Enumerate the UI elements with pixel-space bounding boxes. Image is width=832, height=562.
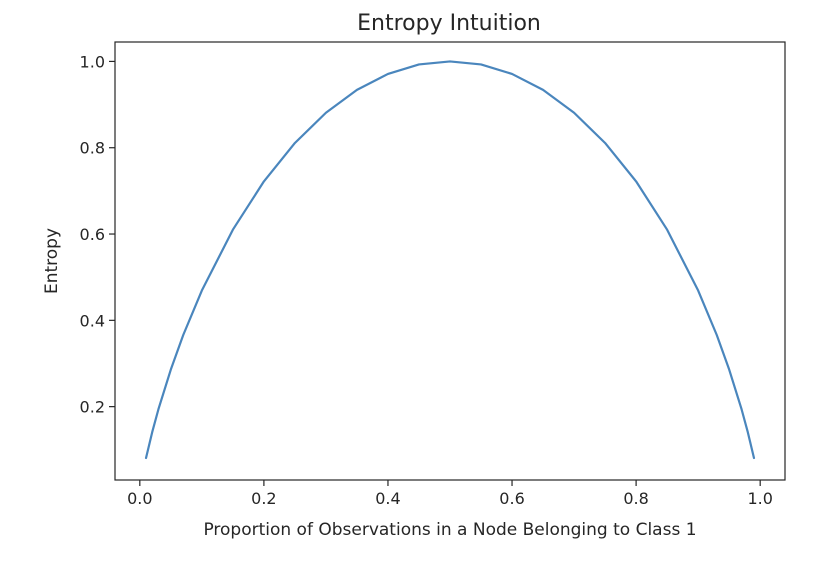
y-tick-label: 0.2 <box>80 398 105 417</box>
x-tick-label: 0.0 <box>127 489 152 508</box>
chart-title: Entropy Intuition <box>357 11 541 36</box>
y-axis-label: Entropy <box>42 228 62 294</box>
x-tick-label: 0.8 <box>623 489 648 508</box>
y-tick-label: 1.0 <box>80 52 105 71</box>
x-tick-label: 0.4 <box>375 489 400 508</box>
x-tick-label: 0.6 <box>499 489 524 508</box>
x-axis: 0.0 0.2 0.4 0.6 0.8 1.0 <box>127 480 773 508</box>
series-group <box>144 60 756 460</box>
y-tick-label: 0.4 <box>80 311 105 330</box>
series-line <box>144 60 756 460</box>
x-tick-label: 0.2 <box>251 489 276 508</box>
x-tick-label: 1.0 <box>747 489 772 508</box>
plot-area: 0.0 0.2 0.4 0.6 0.8 1.0 0.2 0.4 0.6 0.8 1.0 <box>80 41 786 508</box>
y-axis: 0.2 0.4 0.6 0.8 1.0 <box>80 52 115 417</box>
y-tick-label: 0.6 <box>80 225 105 244</box>
y-tick-label: 0.8 <box>80 139 105 158</box>
x-axis-label: Proportion of Observations in a Node Bel… <box>203 520 696 540</box>
plot-frame <box>114 41 786 481</box>
